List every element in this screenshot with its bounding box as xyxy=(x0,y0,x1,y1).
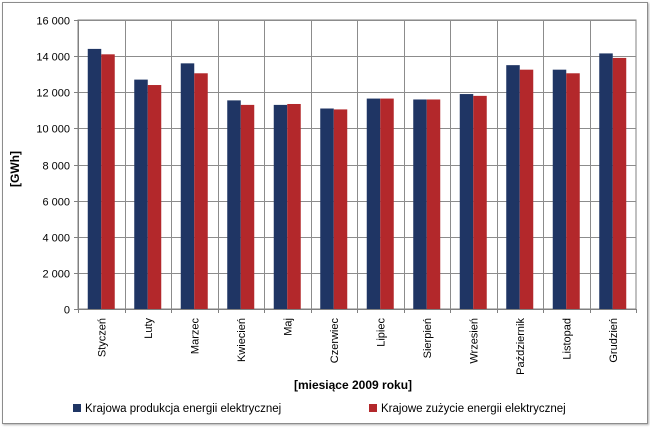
x-tick-label: Marzec xyxy=(189,318,201,355)
bar-production xyxy=(413,99,427,309)
legend-swatch xyxy=(73,404,81,412)
bar-consumption xyxy=(287,103,301,309)
y-tick-label: 6 000 xyxy=(42,197,70,209)
x-axis-label: [miesiące 2009 roku] xyxy=(294,378,412,392)
bar-production xyxy=(273,104,288,309)
bar-production xyxy=(320,108,334,309)
bar-production xyxy=(134,79,148,309)
y-tick-label: 10 000 xyxy=(36,124,70,136)
axes xyxy=(78,20,636,310)
bar-consumption xyxy=(380,98,394,310)
bar-consumption xyxy=(566,73,580,309)
x-tick-label: Wrzesień xyxy=(468,318,480,364)
bar-production xyxy=(599,53,613,310)
y-tick-label: 2 000 xyxy=(42,269,70,281)
y-tick-label: 12 000 xyxy=(36,88,70,100)
legend-label: Krajowe zużycie energii elektrycznej xyxy=(381,403,566,415)
x-tick-label: Październik xyxy=(515,318,527,375)
y-axis-label: [GWh] xyxy=(8,151,22,187)
x-tick-label: Maj xyxy=(282,318,294,336)
x-tick-label: Styczeń xyxy=(96,318,108,357)
bar-production xyxy=(459,94,474,310)
bar-consumption xyxy=(101,54,115,309)
y-tick-label: 0 xyxy=(64,305,70,317)
x-tick-label: Sierpień xyxy=(422,318,434,358)
bar-production xyxy=(366,98,381,310)
bar-consumption xyxy=(194,73,208,309)
x-tick-label: Kwiecień xyxy=(236,318,248,362)
bar-consumption xyxy=(426,99,441,309)
x-tick-label: Listopad xyxy=(561,318,573,360)
bar-consumption xyxy=(473,95,487,309)
legend: Krajowa produkcja energii elektrycznej Kr… xyxy=(73,403,566,415)
legend-label: Krajowa produkcja energii elektrycznej xyxy=(85,403,281,415)
bar-production xyxy=(227,100,241,309)
bar-production xyxy=(180,63,195,309)
y-tick-labels: 0 2 000 4 000 6 000 8 000 10 000 12 000 14 000 1… xyxy=(36,16,70,317)
x-tick-label: Luty xyxy=(143,318,155,339)
y-tick-label: 8 000 xyxy=(42,161,70,173)
bar-consumption xyxy=(333,109,348,309)
bar-consumption xyxy=(612,57,627,310)
y-tick-label: 16 000 xyxy=(36,16,70,28)
bar-production xyxy=(552,69,567,309)
legend-swatch xyxy=(369,404,377,412)
bar-consumption xyxy=(147,85,162,310)
bar-consumption xyxy=(240,104,255,309)
chart-frame: 0 2 000 4 000 6 000 8 000 10 000 12 000 14 000 1… xyxy=(2,2,648,424)
x-tick-label: Czerwiec xyxy=(329,318,341,364)
x-tick-label: Grudzień xyxy=(608,318,620,363)
bar-chart: 0 2 000 4 000 6 000 8 000 10 000 12 000 14 000 1… xyxy=(8,16,637,415)
y-tick-label: 14 000 xyxy=(36,52,70,64)
bars xyxy=(87,48,627,310)
x-tick-label: Lipiec xyxy=(375,318,387,347)
bar-production xyxy=(87,48,102,310)
bar-consumption xyxy=(519,69,534,309)
x-tick-labels: Styczeń Luty Marzec Kwiecień Maj Czerwiec Lipi… xyxy=(96,318,620,375)
bar-production xyxy=(506,65,520,309)
y-tick-label: 4 000 xyxy=(42,233,70,245)
